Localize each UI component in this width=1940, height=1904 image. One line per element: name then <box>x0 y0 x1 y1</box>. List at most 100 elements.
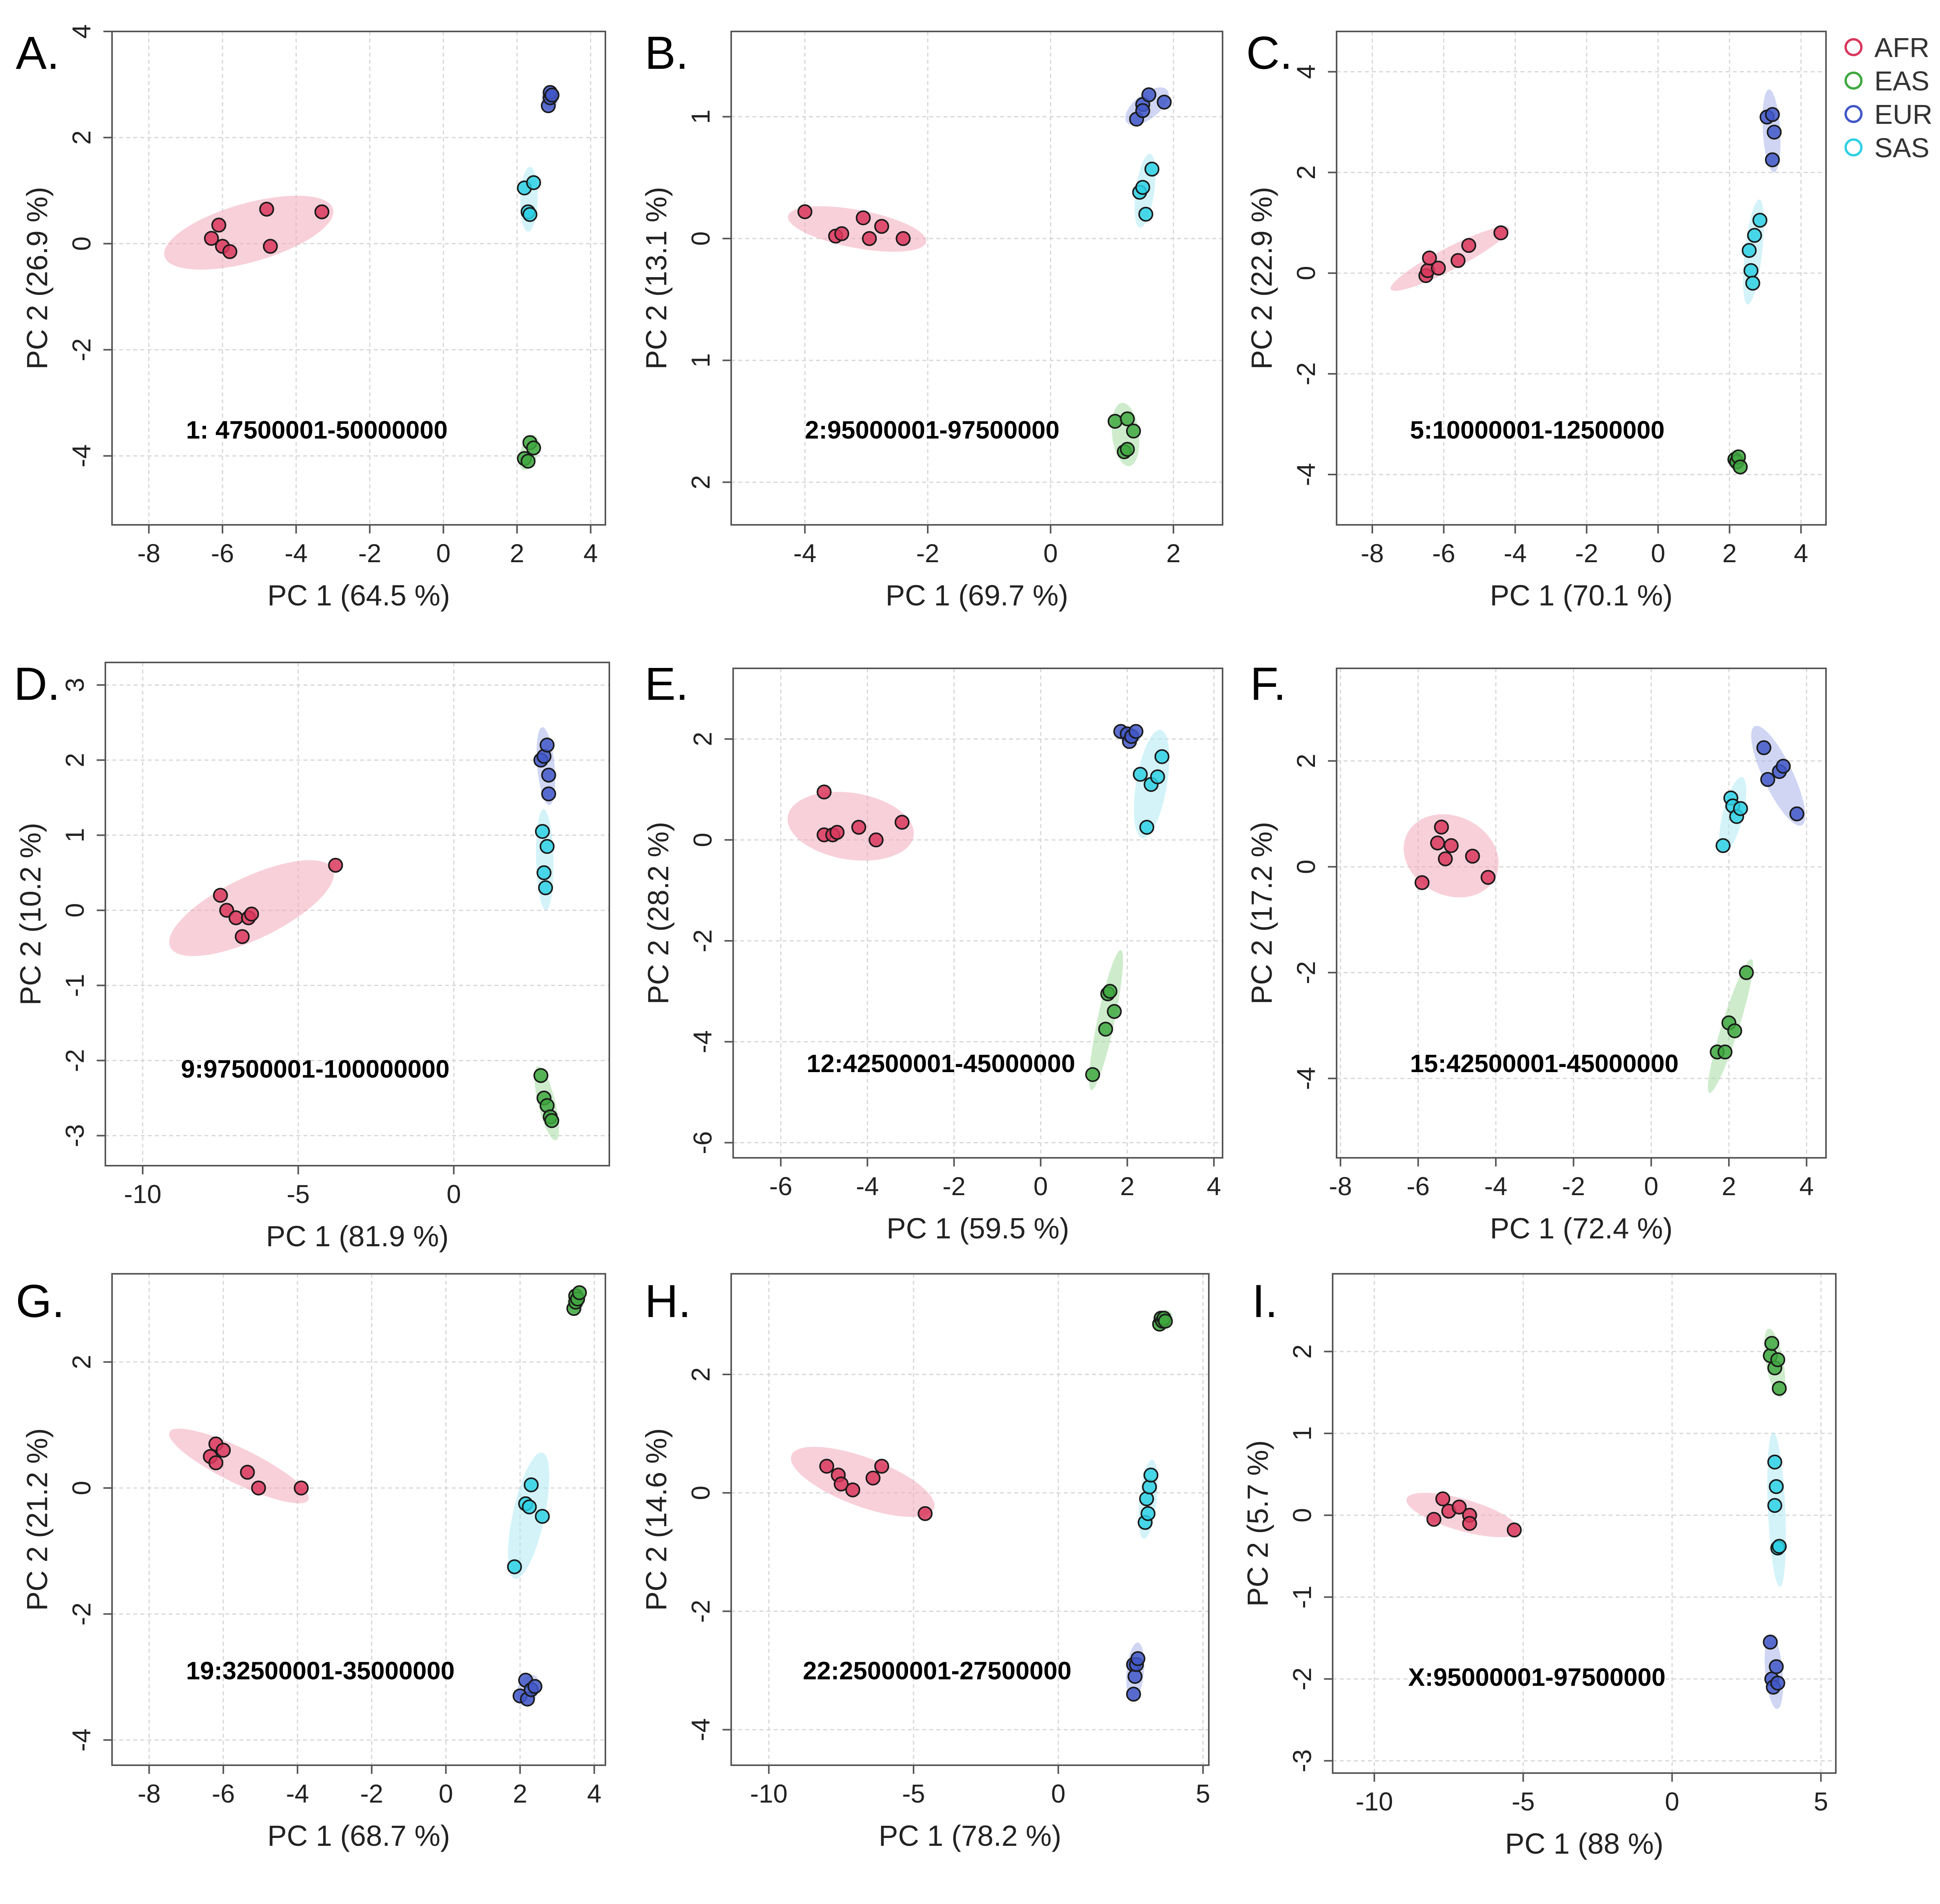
y-axis-title: PC 2 (17.2 %) <box>1245 822 1278 1004</box>
panel-e: -6 -4 -2 0 2 4 -6 -4 -2 0 2 PC 1 (59.5 %) PC 2 (28.2… <box>642 658 1223 1245</box>
legend-marker-afr <box>1844 38 1863 56</box>
point-afr <box>1422 250 1437 266</box>
point-eas <box>520 454 536 469</box>
point-afr <box>874 1459 889 1474</box>
y-tick-label: -4 <box>688 1030 717 1053</box>
x-tick-label: 4 <box>1799 1172 1814 1201</box>
point-afr <box>204 231 219 246</box>
point-eas <box>1770 1352 1786 1367</box>
point-afr <box>896 231 911 246</box>
x-tick-label: -2 <box>916 539 940 568</box>
point-sas <box>526 175 541 190</box>
point-afr <box>1451 1499 1467 1515</box>
x-tick-label: 0 <box>1051 1779 1066 1808</box>
point-afr <box>1444 838 1459 853</box>
legend-label-eur: EUR <box>1874 99 1933 130</box>
point-eur <box>1770 1675 1786 1691</box>
point-afr <box>208 1455 224 1470</box>
panel-letter: D. <box>14 658 60 710</box>
point-afr <box>240 1464 255 1480</box>
point-eas <box>1772 1381 1787 1396</box>
point-sas <box>539 839 555 854</box>
y-tick-label: 2 <box>686 475 715 489</box>
y-tick-label: 2 <box>686 1367 715 1382</box>
point-afr <box>211 217 226 233</box>
point-afr <box>918 1506 933 1521</box>
y-tick-label: -4 <box>1291 463 1320 486</box>
point-sas <box>507 1559 522 1575</box>
y-tick-label: -2 <box>688 929 717 953</box>
x-tick-label: 0 <box>1043 539 1058 568</box>
legend-marker-eas <box>1844 72 1863 90</box>
y-tick-label: -4 <box>1291 1067 1320 1090</box>
plot-frame <box>111 31 606 526</box>
x-tick-label: 2 <box>1120 1172 1135 1201</box>
x-tick-label: -6 <box>212 1779 235 1808</box>
y-tick-label: -1 <box>60 974 89 997</box>
y-tick-label: 4 <box>67 24 96 39</box>
y-tick-label: 2 <box>1291 165 1320 180</box>
point-eur <box>1128 724 1144 739</box>
point-eas <box>1717 1044 1733 1060</box>
x-axis-title: PC 1 (68.7 %) <box>267 1819 450 1852</box>
point-afr <box>1462 1516 1477 1531</box>
y-tick-label: -6 <box>688 1131 717 1154</box>
point-sas <box>1716 838 1731 853</box>
point-eur <box>1756 740 1771 755</box>
legend-marker-sas <box>1844 138 1863 156</box>
y-tick-label: -4 <box>686 1718 715 1741</box>
plot-frame <box>105 662 610 1166</box>
y-tick-label: 0 <box>1287 1508 1317 1523</box>
point-afr <box>1430 835 1445 851</box>
point-sas <box>1140 1506 1156 1521</box>
panel-b: -4 -2 0 2 2 1 0 1 PC 1 (69.7 %) PC 2 (13.1 %) 2:95… <box>640 27 1223 612</box>
plot-frame <box>1332 1273 1837 1774</box>
x-tick-label: -2 <box>358 539 381 568</box>
point-sas <box>1767 1454 1782 1470</box>
point-sas <box>1144 162 1160 177</box>
panel-letter: H. <box>645 1275 691 1327</box>
ellipse-afr <box>164 195 334 270</box>
point-afr <box>1507 1522 1522 1538</box>
x-tick-label: 5 <box>1814 1787 1828 1816</box>
panel-letter: I. <box>1252 1275 1278 1327</box>
legend-label-afr: AFR <box>1874 32 1929 63</box>
point-afr <box>816 784 832 800</box>
point-eur <box>527 1679 542 1694</box>
point-eas <box>1120 411 1135 427</box>
y-tick-label: 2 <box>67 131 96 145</box>
point-sas <box>1733 801 1748 816</box>
point-sas <box>535 824 550 839</box>
y-tick-label: -4 <box>67 1729 96 1752</box>
x-tick-label: -6 <box>769 1172 793 1201</box>
x-tick-label: 4 <box>1794 539 1808 568</box>
x-tick-label: -2 <box>1575 539 1598 568</box>
point-afr <box>862 231 877 246</box>
x-tick-label: -6 <box>211 539 234 568</box>
x-axis-title: PC 1 (70.1 %) <box>1490 579 1673 612</box>
point-sas <box>1138 206 1153 222</box>
point-afr <box>222 244 237 259</box>
legend-label-sas: SAS <box>1874 132 1929 163</box>
legend-label-eas: EAS <box>1874 66 1929 96</box>
point-eas <box>572 1285 587 1301</box>
y-tick-label: -2 <box>67 338 96 361</box>
point-eur <box>1767 125 1782 140</box>
point-eur <box>1760 772 1775 787</box>
y-axis-title: PC 2 (26.9 %) <box>21 187 53 370</box>
x-tick-label: -4 <box>285 539 308 568</box>
x-tick-label: -5 <box>1512 1787 1535 1816</box>
x-tick-label: 0 <box>1033 1172 1048 1201</box>
point-eas <box>1727 1023 1742 1038</box>
point-eur <box>539 738 555 753</box>
plot-frame <box>732 668 1223 1159</box>
y-tick-label: -2 <box>67 1602 96 1626</box>
point-sas <box>522 207 538 222</box>
y-axis-title: PC 2 (22.9 %) <box>1245 187 1278 370</box>
x-tick-label: -4 <box>793 539 816 568</box>
point-afr <box>834 226 850 241</box>
x-tick-label: -6 <box>1407 1172 1430 1201</box>
x-axis-title: PC 1 (78.2 %) <box>879 1819 1061 1852</box>
x-axis-title: PC 1 (81.9 %) <box>266 1220 449 1253</box>
y-axis-title: PC 2 (10.2 %) <box>14 823 47 1006</box>
